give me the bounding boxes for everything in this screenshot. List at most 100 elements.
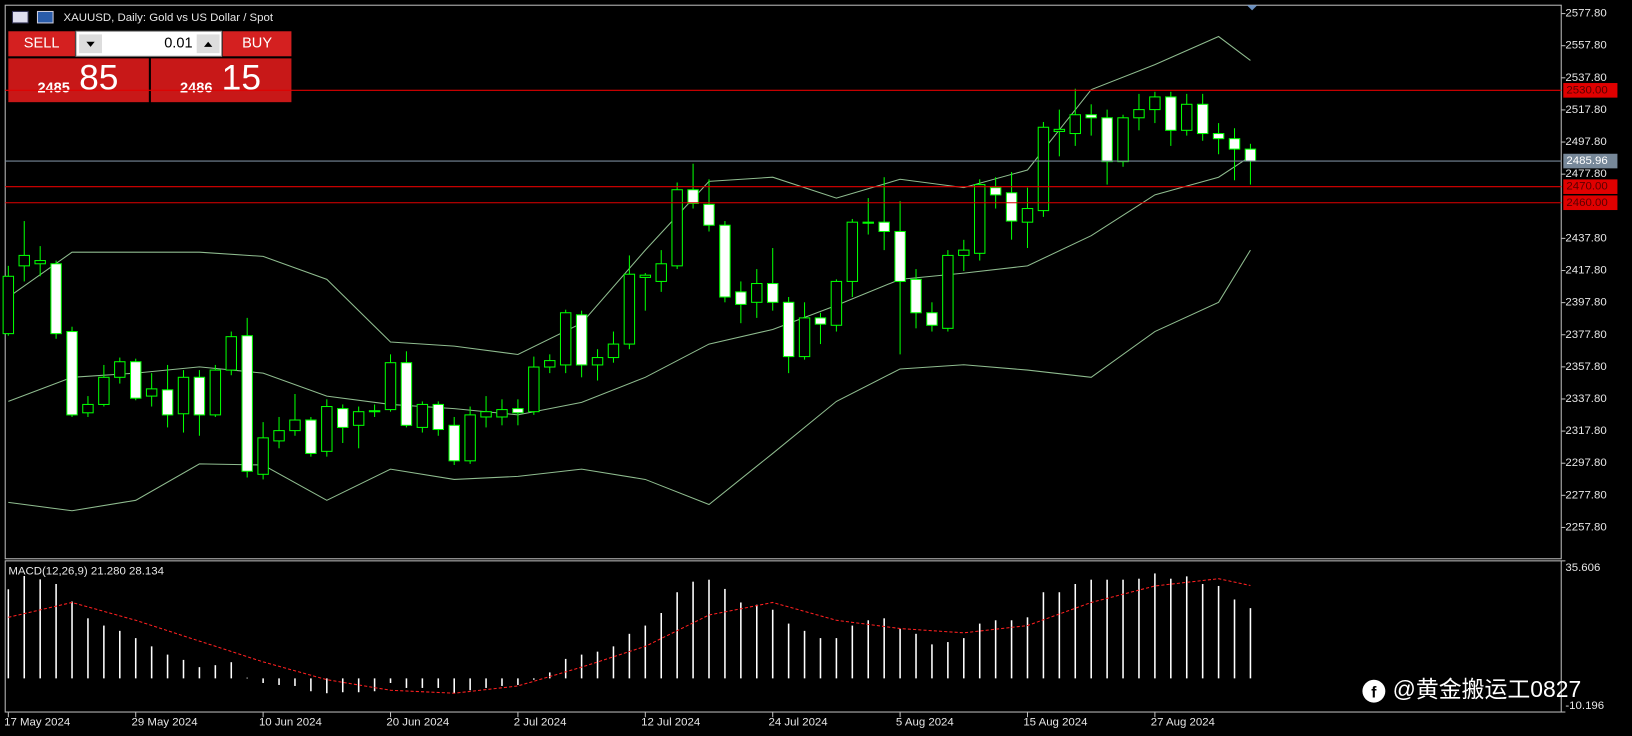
candle-body xyxy=(703,203,715,226)
candle-body xyxy=(591,357,604,366)
candle-body xyxy=(607,343,620,359)
candle-body xyxy=(671,189,683,267)
y-tick-label: 2477.80 xyxy=(1565,168,1606,180)
candle-body xyxy=(973,184,986,254)
candle-body xyxy=(989,187,1002,196)
candle-body xyxy=(687,189,699,204)
y-tick-label: 2437.80 xyxy=(1565,232,1606,244)
candle-body xyxy=(719,224,731,298)
candle-body xyxy=(337,408,349,428)
band-middle xyxy=(8,155,1251,416)
candle-body xyxy=(34,260,46,265)
y-tick-label: 2277.80 xyxy=(1565,489,1606,501)
x-tick-label: 17 May 2024 xyxy=(4,716,71,728)
buy-price-main[interactable]: 2486 xyxy=(180,80,212,96)
arrow-down xyxy=(86,41,95,47)
y-tick-label: -10.196 xyxy=(1565,700,1604,712)
candle-body xyxy=(830,280,843,326)
y-tick-label: 2377.80 xyxy=(1565,329,1606,341)
window-icons xyxy=(11,10,54,24)
watermark-group: f @黄金搬运工0827 xyxy=(1362,676,1582,703)
candle-body xyxy=(66,331,78,416)
level-label: 2460.00 xyxy=(1566,197,1607,209)
candle-body xyxy=(1228,138,1241,150)
candle-body xyxy=(225,336,237,371)
sell-button[interactable] xyxy=(8,31,75,57)
trade-panel: SELL 0.01 BUY 2485 85 2486 15 xyxy=(8,30,292,103)
buy-price-pips[interactable]: 15 xyxy=(222,58,261,98)
candle-body xyxy=(289,419,301,432)
candle-body xyxy=(400,362,413,426)
sell-price-box[interactable] xyxy=(8,58,149,103)
candle-body xyxy=(464,414,476,462)
candle-body xyxy=(1101,117,1113,163)
candle-body xyxy=(655,263,667,282)
candle-body xyxy=(878,221,890,233)
lot-value[interactable]: 0.01 xyxy=(164,36,192,52)
y-tick-label: 2357.80 xyxy=(1565,361,1606,373)
candle-body xyxy=(257,437,269,475)
y-tick-label: 35.606 xyxy=(1565,562,1600,574)
candle-body xyxy=(1005,192,1018,222)
level-label: 2530.00 xyxy=(1566,84,1607,96)
y-tick-label: 2337.80 xyxy=(1565,393,1606,405)
candle-body xyxy=(1021,208,1034,223)
candle-body xyxy=(241,335,253,472)
candle-body xyxy=(305,419,317,454)
candle-body xyxy=(1037,126,1050,212)
level-label-box xyxy=(1563,195,1618,211)
candle-body xyxy=(321,406,333,452)
candle-body xyxy=(1117,117,1129,163)
candle-body xyxy=(942,254,954,329)
y-tick-label: 2537.80 xyxy=(1565,72,1606,84)
candle-body xyxy=(782,301,795,358)
candle-body xyxy=(145,388,158,397)
candle-body xyxy=(448,424,460,462)
candle-body xyxy=(2,275,15,335)
candle-body xyxy=(926,312,938,326)
candle-body xyxy=(559,312,572,366)
candle-body xyxy=(846,221,859,282)
y-tick-label: 2557.80 xyxy=(1565,40,1606,52)
watermark-icon xyxy=(1362,679,1386,703)
macd-pane-frame xyxy=(4,560,1562,713)
x-tick-label: 5 Aug 2024 xyxy=(896,716,954,728)
candle-body xyxy=(209,369,222,416)
buy-button[interactable] xyxy=(222,31,292,57)
buy-label[interactable]: BUY xyxy=(242,36,272,52)
candle-body xyxy=(193,376,206,416)
level-label-box xyxy=(1563,179,1618,194)
candle-body xyxy=(751,282,763,303)
candle-body xyxy=(894,230,906,282)
y-tick-label: 2257.80 xyxy=(1565,521,1606,533)
candle-body xyxy=(544,360,556,368)
candle-body xyxy=(575,314,588,366)
candle-body xyxy=(1244,148,1257,162)
level-label-box xyxy=(1563,83,1618,98)
shift-marker xyxy=(1246,5,1258,11)
candle-body xyxy=(129,361,142,399)
candle-body xyxy=(98,376,110,405)
buy-price-box[interactable] xyxy=(150,58,292,103)
level-label-box xyxy=(1563,153,1618,169)
candle-body xyxy=(798,317,811,358)
candle-body xyxy=(496,409,508,418)
sell-price-pips[interactable]: 85 xyxy=(79,58,118,98)
macd-title: MACD(12,26,9) 21.280 28.134 xyxy=(8,565,164,577)
y-tick-label: 2417.80 xyxy=(1565,265,1606,277)
watermark: @黄金搬运工0827 xyxy=(1393,676,1582,702)
candle-body xyxy=(368,410,381,413)
sell-price-main[interactable]: 2485 xyxy=(37,80,69,96)
level-label: 2470.00 xyxy=(1566,181,1607,193)
sell-label[interactable]: SELL xyxy=(24,36,60,52)
band-lower xyxy=(8,249,1251,512)
candle-body xyxy=(1133,109,1145,119)
y-tick-label: 2297.80 xyxy=(1565,457,1606,469)
signal-line xyxy=(8,578,1251,694)
candle-body xyxy=(114,361,126,378)
candle-body xyxy=(1181,103,1193,131)
candle-body xyxy=(1149,96,1161,111)
candle-body xyxy=(432,403,445,431)
